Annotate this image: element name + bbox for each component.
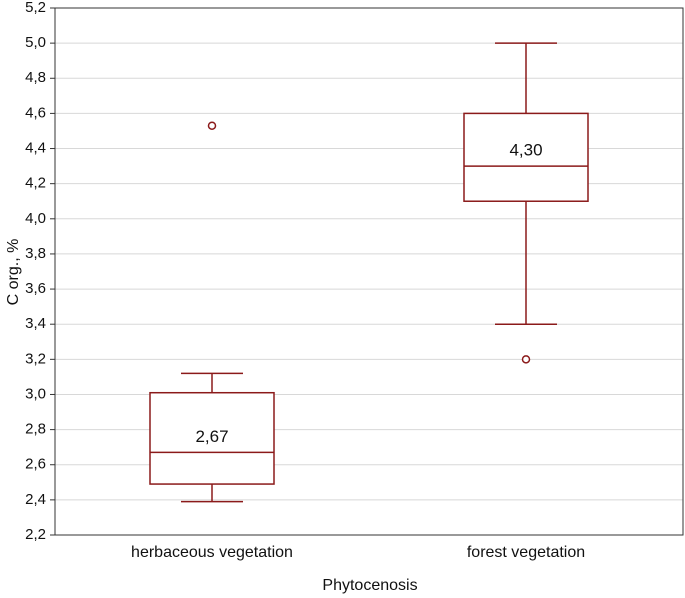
y-tick-label: 4,4 bbox=[25, 140, 46, 157]
y-tick-label: 3,2 bbox=[25, 350, 46, 367]
median-label: 4,30 bbox=[509, 141, 542, 160]
x-tick-label: herbaceous vegetation bbox=[131, 544, 293, 561]
y-tick-label: 5,0 bbox=[25, 34, 46, 51]
x-tick-label: forest vegetation bbox=[467, 544, 585, 561]
outlier bbox=[521, 355, 531, 364]
y-tick-label: 4,2 bbox=[25, 175, 46, 192]
y-tick-label: 4,8 bbox=[25, 69, 46, 86]
y-tick-label: 3,8 bbox=[25, 245, 46, 262]
median-label: 2,67 bbox=[195, 427, 228, 446]
box bbox=[149, 391, 275, 485]
x-axis-title: Phytocenosis bbox=[322, 577, 417, 594]
y-tick-label: 4,6 bbox=[25, 104, 46, 121]
y-tick-label: 4,0 bbox=[25, 210, 46, 227]
plot-frame bbox=[54, 7, 684, 536]
y-tick-label: 2,4 bbox=[25, 491, 46, 508]
y-tick-label: 2,8 bbox=[25, 421, 46, 438]
y-tick-label: 3,4 bbox=[25, 315, 46, 332]
y-axis-title: C org., % bbox=[5, 239, 22, 306]
y-tick-label: 3,6 bbox=[25, 280, 46, 297]
y-tick-label: 2,6 bbox=[25, 456, 46, 473]
y-tick-label: 2,2 bbox=[25, 526, 46, 543]
outlier bbox=[207, 121, 217, 130]
box bbox=[463, 112, 589, 202]
y-tick-label: 3,0 bbox=[25, 385, 46, 402]
y-tick-label: 5,2 bbox=[25, 0, 46, 16]
